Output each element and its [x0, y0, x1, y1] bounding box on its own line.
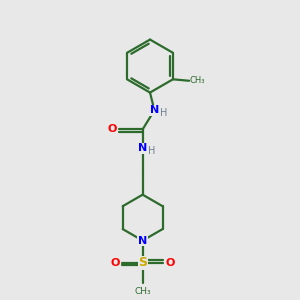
Text: O: O: [110, 258, 120, 268]
Text: O: O: [166, 258, 175, 268]
Text: N: N: [150, 105, 159, 115]
Text: O: O: [108, 124, 117, 134]
Text: N: N: [138, 236, 147, 246]
Text: H: H: [160, 108, 167, 118]
Text: H: H: [148, 146, 155, 156]
Text: N: N: [138, 143, 147, 154]
Text: CH₃: CH₃: [134, 287, 151, 296]
Text: CH₃: CH₃: [189, 76, 205, 85]
Text: S: S: [138, 256, 147, 269]
